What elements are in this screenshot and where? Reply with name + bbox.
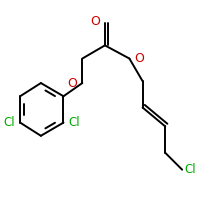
Text: O: O (134, 52, 144, 65)
Text: O: O (68, 77, 78, 90)
Text: Cl: Cl (4, 116, 15, 129)
Text: Cl: Cl (184, 163, 196, 176)
Text: O: O (90, 15, 100, 28)
Text: Cl: Cl (68, 116, 80, 129)
